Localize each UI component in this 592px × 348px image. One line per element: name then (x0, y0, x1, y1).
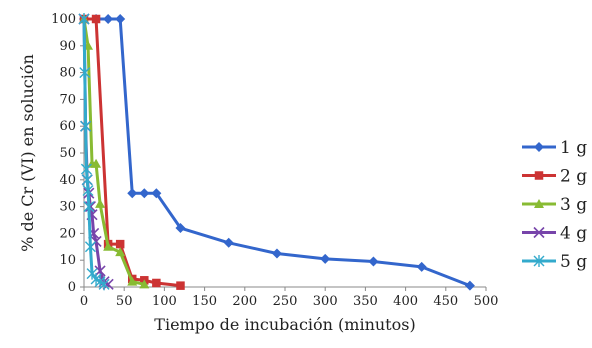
data-point (79, 66, 91, 79)
x-tick-label: 50 (116, 294, 133, 309)
legend-item: 3 g (522, 195, 587, 215)
data-point (115, 14, 126, 24)
data-point (115, 247, 126, 257)
y-tick-label: 10 (59, 253, 76, 268)
data-point (91, 14, 101, 24)
data-point (80, 120, 92, 133)
data-point (103, 14, 114, 24)
x-tick-label: 150 (192, 294, 217, 309)
data-point (320, 253, 331, 264)
x-tick-label: 250 (273, 294, 298, 309)
data-point (533, 226, 545, 239)
data-point (416, 261, 427, 272)
data-point (368, 256, 379, 267)
series-group (78, 13, 475, 291)
legend: 1 g 2 g 3 g 4 g 5 g (522, 138, 587, 272)
data-point (223, 237, 234, 248)
legend-label: 2 g (560, 167, 587, 187)
legend-item: 4 g (522, 224, 587, 244)
data-point (151, 188, 162, 199)
series-5 (78, 13, 110, 291)
data-point (152, 278, 161, 288)
y-tick-label: 50 (59, 146, 76, 161)
x-axis-title: Tiempo de incubación (minutos) (154, 315, 415, 334)
y-tick-label: 90 (59, 39, 76, 54)
data-point (464, 280, 475, 291)
x-tick-label: 200 (232, 294, 257, 309)
data-point-stroke (533, 226, 545, 239)
data-point (534, 171, 544, 180)
data-point (176, 281, 185, 290)
x-tick-label: 0 (80, 294, 88, 309)
data-point (127, 188, 138, 199)
legend-item: 5 g (522, 252, 587, 272)
data-point (127, 276, 138, 286)
y-tick-label: 40 (59, 173, 76, 188)
y-tick-label: 100 (51, 12, 76, 27)
y-tick-label: 20 (59, 226, 76, 241)
data-point (271, 248, 282, 259)
y-axis-title: % de Cr (VI) en solución (18, 54, 37, 252)
series-1 (79, 14, 475, 291)
data-point (533, 255, 545, 267)
data-point (82, 184, 94, 197)
data-point (78, 13, 90, 25)
data-point (534, 142, 544, 152)
x-tick-label: 350 (353, 294, 378, 309)
data-point (80, 163, 92, 176)
series-line (84, 17, 181, 288)
y-tick-label: 80 (59, 66, 76, 81)
data-point (98, 278, 110, 291)
axes (80, 18, 487, 291)
data-point (95, 198, 106, 208)
data-point (83, 200, 95, 213)
y-tick-label: 60 (59, 119, 76, 134)
legend-label: 5 g (560, 252, 587, 272)
series-2 (79, 14, 185, 290)
data-point (103, 241, 114, 251)
legend-label: 1 g (560, 138, 587, 158)
legend-label: 3 g (560, 195, 587, 215)
tick-labels: 0 10 20 30 40 50 60 70 80 90 100 0 50 100 150 200 250 300… (51, 12, 498, 309)
x-tick-label: 500 (474, 294, 499, 309)
y-tick-label: 0 (68, 280, 76, 295)
series-line (84, 17, 471, 288)
x-tick-label: 100 (152, 294, 177, 309)
data-point (81, 173, 93, 186)
data-point (91, 158, 102, 168)
y-tick-label: 70 (59, 92, 76, 107)
x-tick-label: 300 (313, 294, 338, 309)
legend-item: 2 g (522, 167, 587, 187)
data-point (175, 223, 186, 234)
data-point (139, 188, 150, 199)
y-tick-label: 30 (59, 200, 76, 215)
data-point (139, 279, 150, 289)
data-point (84, 240, 96, 253)
legend-label: 4 g (560, 224, 587, 244)
x-tick-label: 400 (393, 294, 418, 309)
legend-item: 1 g (522, 138, 587, 158)
x-tick-label: 450 (433, 294, 458, 309)
data-point (534, 199, 544, 208)
data-point (115, 239, 125, 249)
